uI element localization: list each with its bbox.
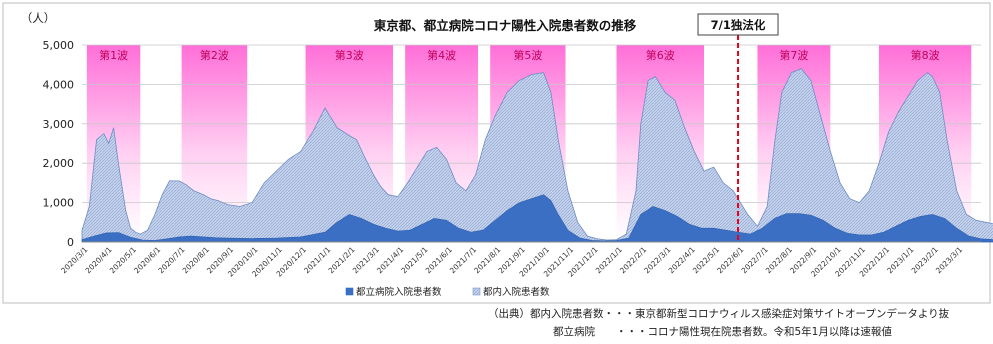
wave-label: 第4波 xyxy=(427,48,456,62)
wave-label: 第5波 xyxy=(513,48,542,62)
wave-label: 第3波 xyxy=(335,48,364,62)
annotation-box xyxy=(697,13,779,36)
source-note-line2: 都立病院 ・・・コロナ陽性現在院患者数。令和5年1月以降は速報値 xyxy=(553,326,892,338)
y-tick-label: 1,000 xyxy=(43,197,75,210)
y-tick-label: 5,000 xyxy=(43,39,75,52)
legend-swatch xyxy=(345,287,354,296)
legend-label: 都内入院患者数 xyxy=(483,286,550,298)
y-tick-label: 3,000 xyxy=(43,118,75,131)
chart-border xyxy=(2,2,991,304)
wave-label: 第8波 xyxy=(911,48,940,62)
wave-label: 第6波 xyxy=(646,48,675,62)
y-tick-label: 2,000 xyxy=(43,157,75,170)
wave-label: 第1波 xyxy=(99,48,128,62)
legend-label: 都立病院入院患者数 xyxy=(356,286,442,298)
chart-title: 東京都、都立病院コロナ陽性入院患者数の推移 xyxy=(374,18,637,33)
y-axis-label: （人） xyxy=(21,11,56,25)
x-tick-label: 2023/3/1 xyxy=(934,245,964,275)
annotation-label: 7/1独法化 xyxy=(711,18,766,32)
source-note-line1: （出典）都内入院患者数・・・東京都新型コロナウィルス感染症対策サイトオープンデー… xyxy=(488,308,950,320)
series-area-metro xyxy=(81,194,993,243)
series-area-tokyo xyxy=(81,68,993,243)
legend-swatch xyxy=(472,287,481,296)
y-tick-label: 4,000 xyxy=(43,78,75,91)
wave-label: 第7波 xyxy=(779,48,808,62)
y-tick-label: 0 xyxy=(67,236,74,249)
wave-label: 第2波 xyxy=(200,48,229,62)
